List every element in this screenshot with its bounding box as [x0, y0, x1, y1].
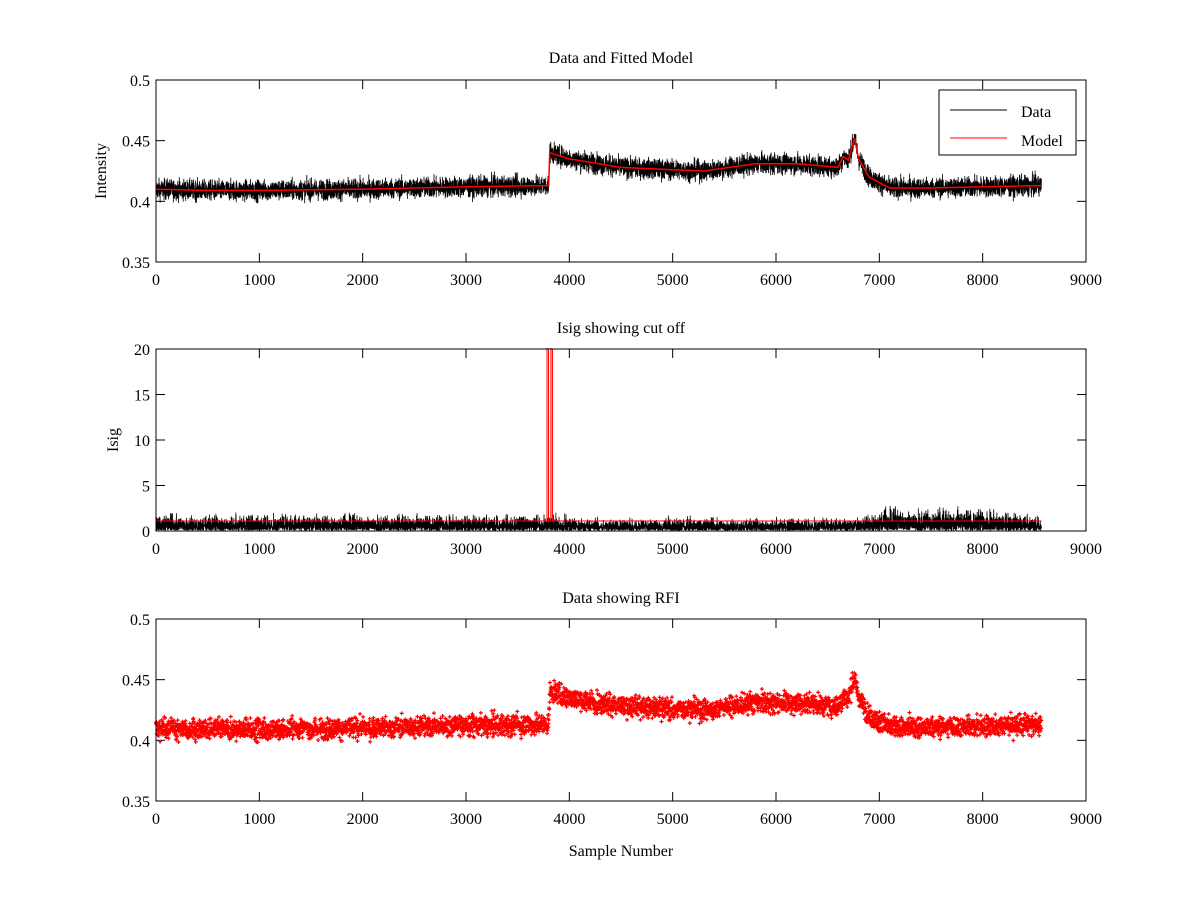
axes-box — [155, 348, 1087, 532]
x-tick-label: 0 — [152, 272, 160, 289]
panel-data-and-model: Data and Fitted Model Intensity 0 1000 200… — [93, 50, 1102, 289]
x-tick-label: 1000 — [243, 541, 275, 558]
x-tick-label: 4000 — [553, 272, 585, 289]
x-tick-label: 3000 — [450, 811, 482, 828]
y-tick-label: 0.45 — [122, 134, 150, 151]
x-tick-label: 1000 — [243, 811, 275, 828]
y-axis-label: Isig — [105, 428, 122, 452]
x-tick-label: 6000 — [760, 811, 792, 828]
x-tick-label: 8000 — [967, 811, 999, 828]
legend-label-data: Data — [1021, 104, 1051, 121]
y-tick-label: 0.35 — [122, 255, 150, 272]
x-tick-label: 5000 — [657, 811, 689, 828]
x-tick-label: 7000 — [863, 811, 895, 828]
x-tick-label: 7000 — [863, 541, 895, 558]
y-tick-label: 0.4 — [130, 194, 150, 211]
y-tick-label: 0.4 — [130, 733, 150, 750]
y-tick-label: 5 — [142, 479, 150, 496]
x-tick-label: 4000 — [553, 541, 585, 558]
x-tick-label: 5000 — [657, 541, 689, 558]
cutoff-line — [156, 348, 1042, 522]
panel-isig: Isig showing cut off Isig 0 1000 2000 3000 4… — [105, 320, 1102, 558]
x-tick-label: 2000 — [347, 811, 379, 828]
x-tick-label: 8000 — [967, 272, 999, 289]
x-tick-label: 4000 — [553, 811, 585, 828]
x-tick-label: 3000 — [450, 541, 482, 558]
panel-rfi: Data showing RFI Sample Number 0 1000 2000… — [122, 590, 1102, 860]
y-tick-label: 0.35 — [122, 794, 150, 811]
x-tick-label: 5000 — [657, 272, 689, 289]
x-tick-label: 7000 — [863, 272, 895, 289]
x-tick-label: 0 — [152, 811, 160, 828]
y-tick-label: 15 — [134, 388, 150, 405]
x-tick-label: 2000 — [347, 541, 379, 558]
x-tick-label: 0 — [152, 541, 160, 558]
x-axis-label: Sample Number — [569, 843, 674, 860]
x-tick-label: 9000 — [1070, 811, 1102, 828]
x-tick-label: 2000 — [347, 272, 379, 289]
legend: Data Model — [938, 89, 1077, 156]
x-tick-label: 6000 — [760, 541, 792, 558]
y-tick-label: 0 — [142, 524, 150, 541]
y-tick-label: 0.5 — [130, 73, 150, 90]
x-tick-label: 8000 — [967, 541, 999, 558]
x-tick-label: 9000 — [1070, 272, 1102, 289]
x-tick-label: 9000 — [1070, 541, 1102, 558]
data-series-line — [155, 133, 1042, 204]
x-tick-label: 6000 — [760, 272, 792, 289]
y-tick-label: 10 — [134, 433, 150, 450]
x-tick-label: 1000 — [243, 272, 275, 289]
model-series-line — [156, 138, 1041, 192]
chart-title: Data and Fitted Model — [549, 50, 694, 67]
chart-title: Isig showing cut off — [557, 320, 686, 337]
x-tick-label: 3000 — [450, 272, 482, 289]
rfi-data-markers — [154, 670, 1044, 745]
isig-series-line — [155, 347, 1042, 532]
chart-title: Data showing RFI — [562, 590, 679, 607]
axes-box — [155, 618, 1087, 802]
y-axis-label: Intensity — [93, 143, 110, 199]
legend-label-model: Model — [1021, 133, 1063, 150]
y-tick-label: 0.5 — [130, 612, 150, 629]
y-tick-label: 0.45 — [122, 673, 150, 690]
y-tick-label: 20 — [134, 342, 150, 359]
axes-box — [155, 79, 1087, 263]
